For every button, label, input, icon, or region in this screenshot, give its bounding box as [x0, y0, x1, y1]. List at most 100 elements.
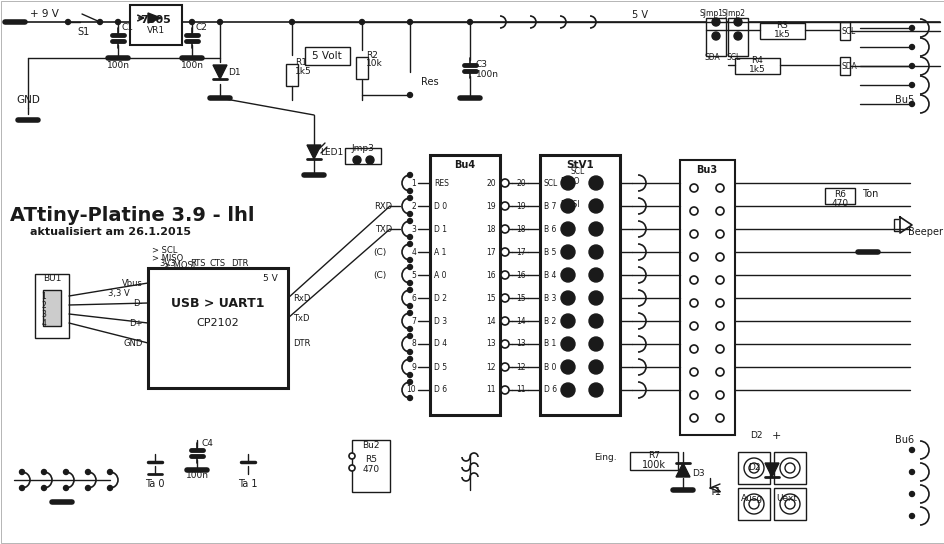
Text: > MISO: > MISO: [152, 254, 183, 263]
Circle shape: [561, 360, 574, 374]
Text: D2: D2: [749, 430, 762, 440]
Text: 5 V: 5 V: [632, 10, 648, 20]
Circle shape: [348, 465, 355, 471]
Bar: [680, 160, 734, 435]
Polygon shape: [148, 13, 160, 23]
Text: 100k: 100k: [641, 460, 666, 470]
Circle shape: [500, 340, 509, 348]
Circle shape: [561, 222, 574, 236]
Text: MISO: MISO: [560, 176, 579, 186]
Bar: [824, 188, 854, 204]
Text: MOSI: MOSI: [560, 200, 579, 208]
Text: StV1: StV1: [565, 160, 593, 170]
Text: D 6: D 6: [544, 386, 557, 394]
Circle shape: [42, 485, 46, 491]
Text: > MOSI: > MOSI: [164, 261, 195, 269]
Circle shape: [20, 485, 25, 491]
Text: +: +: [770, 431, 780, 441]
Text: B 5: B 5: [544, 248, 556, 257]
Circle shape: [407, 264, 413, 269]
Text: 14: 14: [486, 317, 496, 325]
Text: TxD: TxD: [293, 313, 310, 323]
Circle shape: [348, 453, 355, 459]
Text: 470: 470: [362, 466, 379, 474]
Circle shape: [716, 207, 723, 215]
Text: A 0: A 0: [433, 270, 446, 280]
Bar: [35, 274, 69, 338]
Text: R3: R3: [775, 21, 787, 29]
Circle shape: [407, 311, 413, 316]
Bar: [130, 5, 182, 45]
Text: (C): (C): [373, 270, 386, 280]
Text: SDA: SDA: [703, 53, 719, 61]
Text: S1: S1: [77, 27, 90, 37]
Text: GND: GND: [16, 95, 40, 105]
Circle shape: [716, 368, 723, 376]
Circle shape: [217, 20, 222, 24]
Circle shape: [407, 304, 413, 308]
Bar: [737, 488, 769, 520]
Text: 8: 8: [411, 339, 415, 349]
Text: 20: 20: [515, 178, 526, 188]
Circle shape: [733, 32, 741, 40]
Circle shape: [42, 469, 46, 474]
Circle shape: [689, 414, 698, 422]
Circle shape: [733, 18, 741, 26]
Text: 12: 12: [516, 362, 526, 372]
Text: 2: 2: [42, 300, 46, 310]
Text: 5 V: 5 V: [262, 274, 278, 282]
Text: C4: C4: [202, 440, 213, 448]
Circle shape: [908, 26, 914, 30]
Circle shape: [407, 257, 413, 263]
Text: D 3: D 3: [433, 317, 447, 325]
Text: Uext: Uext: [776, 494, 797, 504]
Text: 100n: 100n: [180, 60, 203, 70]
Circle shape: [689, 391, 698, 399]
Circle shape: [365, 156, 374, 164]
Circle shape: [85, 469, 91, 474]
Text: Ausg.: Ausg.: [740, 494, 765, 504]
Circle shape: [407, 92, 413, 97]
Circle shape: [467, 20, 472, 24]
Text: 100n: 100n: [185, 472, 209, 480]
Circle shape: [689, 345, 698, 353]
Circle shape: [561, 176, 574, 190]
Bar: [727, 18, 748, 56]
Text: 12: 12: [486, 362, 496, 372]
Circle shape: [407, 20, 413, 24]
Circle shape: [353, 156, 361, 164]
Text: SJmp1: SJmp1: [700, 9, 723, 17]
Circle shape: [908, 83, 914, 88]
Circle shape: [407, 195, 413, 201]
Text: 17: 17: [515, 248, 526, 257]
Text: ATtiny-Platine 3.9 - lhl: ATtiny-Platine 3.9 - lhl: [10, 206, 254, 225]
Bar: [43, 290, 61, 326]
Text: T1: T1: [708, 487, 720, 497]
Circle shape: [689, 368, 698, 376]
Text: 1k5: 1k5: [773, 29, 789, 39]
Text: R2: R2: [365, 51, 378, 59]
Circle shape: [115, 20, 121, 24]
Text: 13: 13: [486, 339, 496, 349]
Text: BU1: BU1: [42, 274, 61, 282]
Circle shape: [20, 469, 25, 474]
Text: 15: 15: [486, 294, 496, 302]
Text: R5: R5: [364, 455, 377, 465]
Circle shape: [908, 64, 914, 69]
Text: 1k5: 1k5: [295, 66, 312, 76]
Bar: [356, 57, 367, 79]
Text: 3: 3: [42, 310, 46, 318]
Text: Bu2: Bu2: [362, 441, 379, 449]
Text: D2: D2: [747, 463, 759, 473]
Text: C3: C3: [476, 59, 487, 69]
Circle shape: [716, 184, 723, 192]
Bar: [630, 452, 677, 470]
Text: D-: D-: [133, 299, 143, 307]
Circle shape: [407, 333, 413, 338]
Circle shape: [779, 494, 800, 514]
Polygon shape: [212, 65, 227, 79]
Text: D 6: D 6: [433, 386, 447, 394]
Circle shape: [908, 491, 914, 497]
Circle shape: [588, 245, 602, 259]
Text: (C): (C): [373, 248, 386, 257]
